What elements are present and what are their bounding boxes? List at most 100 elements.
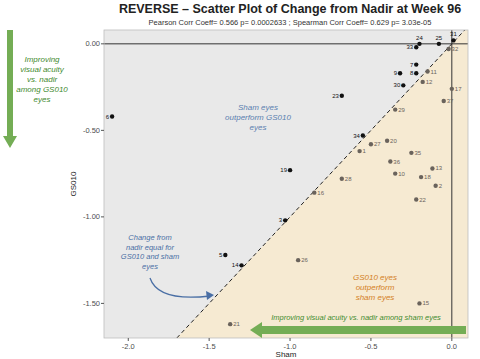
x-tick-label: -0.5 [364,342,377,351]
point-label: 9 [394,70,398,76]
point-labels: 1235678910111213141516171819202122232425… [106,31,462,327]
y-axis-label: GS010 [69,171,78,196]
arrow-equal [150,278,210,297]
x-tick [209,338,210,341]
y-tick-label: 0.00 [85,39,100,48]
point-label: 35 [414,150,421,156]
point-label: 34 [353,133,360,139]
point [442,99,446,103]
point-label: 17 [455,86,462,92]
point [110,114,114,118]
y-tick [101,303,104,304]
point [430,166,434,170]
point-label: 16 [317,190,324,196]
title: REVERSE – Scatter Plot of Change from Na… [119,2,461,16]
point-label: 6 [106,114,110,120]
annotation: Sham eyes [238,103,278,112]
annotation: Change from [128,233,171,242]
arrow-equal-head [206,291,214,300]
point-label: 15 [422,300,429,306]
annotation: visual acuity [20,65,65,74]
point-label: 31 [450,31,457,37]
point [414,71,418,75]
points [110,38,456,326]
plot-frame [104,30,468,338]
annotation: GS010 eyes [353,273,397,282]
gs010-region [177,30,468,338]
point [409,151,413,155]
chart: -2.0-1.5-1.0-0.50.00.00-0.50-1.00-1.50Sh… [0,0,480,359]
point-label: 11 [431,69,438,75]
arrow-gs010 [3,30,17,148]
point-label: 26 [301,257,308,263]
annotation: Improving [24,55,60,64]
annotation: nadir equal for [126,243,174,252]
point [228,322,232,326]
point-label: 23 [332,93,339,99]
point [414,62,418,66]
point [451,38,455,42]
point [446,47,450,51]
point-label: 10 [398,171,405,177]
arrow-sham [250,322,466,338]
plot-area [104,30,468,338]
point-label: 29 [398,107,405,113]
point-label: 28 [345,176,352,182]
point-label: 21 [233,321,240,327]
point-label: 33 [407,44,414,50]
point [433,184,437,188]
point [437,42,441,46]
x-tick-label: 0.0 [447,342,457,351]
y-tick-label: -0.50 [83,126,100,135]
y-tick-label: -1.50 [83,299,100,308]
point [361,133,365,137]
annotation: eyes [34,95,51,104]
plot-background [104,30,468,338]
point-label: 37 [447,98,454,104]
annotation: sham eyes [356,293,395,302]
zero-line-h [104,43,468,44]
x-tick-label: -1.5 [203,342,216,351]
point-label: 7 [410,62,414,68]
point [401,83,405,87]
point-label: 36 [393,159,400,165]
point [419,175,423,179]
point-label: 1 [363,148,367,154]
y-tick [101,130,104,131]
point [385,139,389,143]
point-label: 24 [416,35,423,41]
point [417,42,421,46]
point [425,69,429,73]
point [414,45,418,49]
point-label: 30 [394,82,401,88]
point-label: 27 [374,141,381,147]
point-label: 18 [424,174,431,180]
y-tick-label: -1.00 [83,212,100,221]
point-label: 8 [410,70,414,76]
point-label: 12 [426,79,433,85]
point-label: 14 [232,262,239,268]
point [414,197,418,201]
point-label: 25 [436,35,443,41]
annotation: vs. nadir [27,75,58,84]
x-tick [370,338,371,341]
x-tick [128,338,129,341]
point [450,87,454,91]
identity-line [177,30,465,338]
point [296,258,300,262]
point [421,80,425,84]
point-label: 13 [435,165,442,171]
x-axis-label: Sham [276,350,297,359]
point [417,301,421,305]
annotation: eyes [142,262,158,271]
point [393,171,397,175]
point-label: 2 [439,183,443,189]
point [288,168,292,172]
point [388,159,392,163]
annotation: outperform GS010 [225,113,291,122]
annotation: outperform [356,283,395,292]
point [340,94,344,98]
point [283,218,287,222]
point-label: 3 [279,217,283,223]
point-label: 20 [390,138,397,144]
